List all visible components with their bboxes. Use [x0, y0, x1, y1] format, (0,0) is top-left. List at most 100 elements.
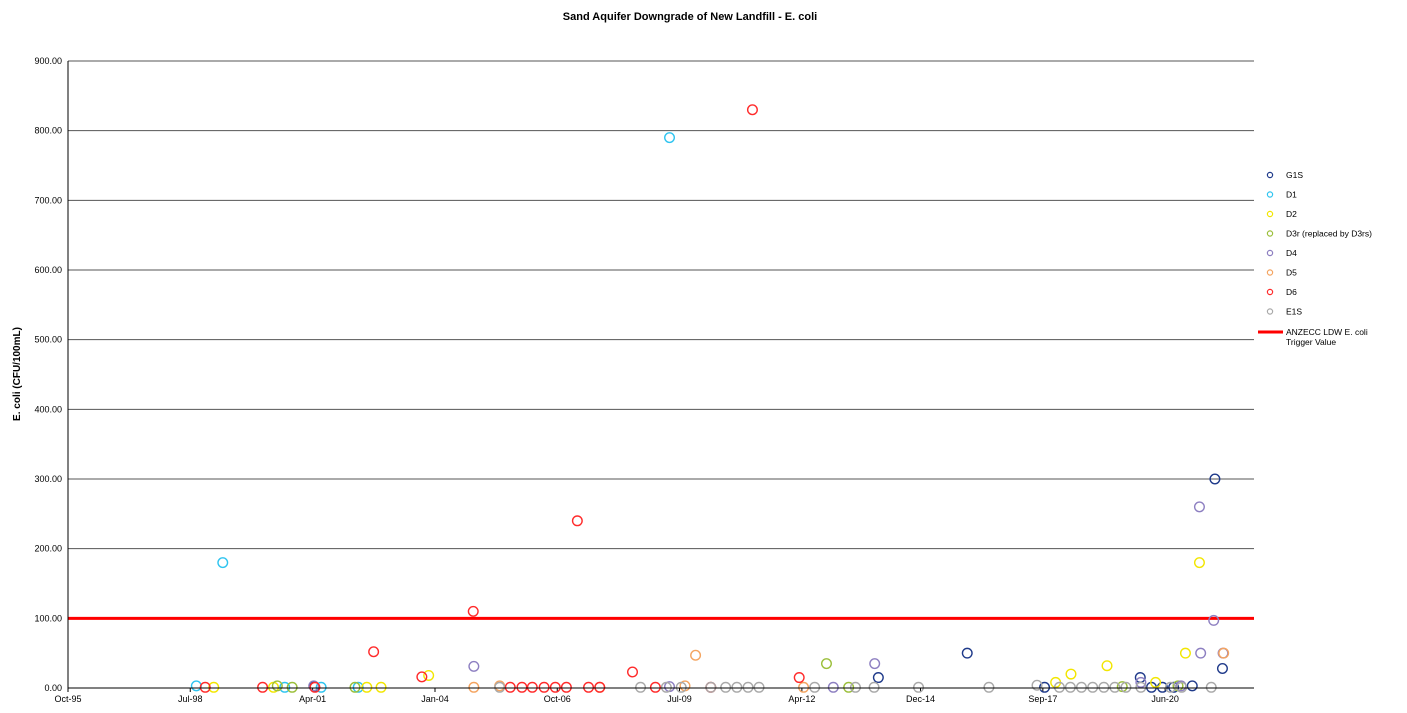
data-point: [368, 646, 380, 658]
series-d3r: [271, 658, 1184, 693]
y-tick-label: 600.00: [34, 265, 62, 275]
data-point: [1168, 681, 1180, 693]
y-axis-ticks: 0.00 100.00 200.00 300.00 400.00 500.00 600.00…: [34, 56, 62, 693]
y-tick-label: 900.00: [34, 56, 62, 66]
data-point: [1101, 660, 1113, 672]
data-point: [868, 681, 880, 693]
legend-label: D4: [1286, 248, 1297, 258]
data-point: [627, 666, 639, 678]
data-point: [1179, 647, 1191, 659]
data-point: [1039, 681, 1051, 693]
gridlines: [68, 60, 1254, 619]
y-tick-label: 500.00: [34, 335, 62, 345]
y-axis-label: E. coli (CFU/100mL): [12, 327, 23, 421]
series-d5: [468, 647, 1230, 693]
data-point: [352, 681, 364, 693]
data-point: [872, 672, 884, 684]
data-point: [257, 681, 269, 693]
legend-marker: [1266, 308, 1274, 315]
data-point: [423, 669, 435, 681]
data-points: [190, 104, 1230, 693]
x-tick-label: Oct-06: [544, 694, 571, 704]
series-e1s: [494, 679, 1217, 693]
data-point: [1218, 647, 1230, 659]
data-point: [349, 681, 361, 693]
legend-marker: [1266, 171, 1274, 179]
data-point: [315, 681, 327, 693]
data-point: [560, 681, 572, 693]
data-point: [1216, 662, 1228, 674]
legend-label: D6: [1286, 287, 1297, 297]
data-point: [199, 681, 211, 693]
data-point: [1087, 681, 1099, 693]
y-tick-label: 300.00: [34, 474, 62, 484]
series-g1s: [308, 473, 1228, 693]
data-point: [798, 681, 810, 693]
data-point: [1209, 473, 1221, 485]
data-point: [571, 515, 583, 527]
data-point: [286, 681, 298, 693]
data-point: [849, 681, 861, 693]
legend-label: D1: [1286, 190, 1297, 200]
data-point: [809, 681, 821, 693]
data-point: [361, 681, 373, 693]
data-point: [516, 681, 528, 693]
chart-title: Sand Aquifer Downgrade of New Landfill -…: [563, 11, 817, 23]
data-point: [705, 681, 717, 693]
data-point: [1064, 681, 1076, 693]
data-point: [504, 681, 516, 693]
x-tick-label: Oct-95: [54, 694, 81, 704]
data-point: [467, 605, 479, 617]
data-point: [1053, 681, 1065, 693]
data-point: [690, 649, 702, 661]
x-tick-label: Apr-12: [788, 694, 815, 704]
data-point: [468, 660, 480, 672]
data-point: [1031, 679, 1043, 691]
y-tick-label: 700.00: [34, 195, 62, 205]
data-point: [416, 671, 428, 683]
data-point: [1164, 681, 1176, 693]
y-tick-label: 0.00: [44, 683, 62, 693]
data-point: [731, 681, 743, 693]
data-point: [308, 680, 320, 692]
legend-label: E1S: [1286, 307, 1302, 317]
legend-marker: [1266, 230, 1274, 237]
legend-label: G1S: [1286, 170, 1303, 180]
legend-marker: [1266, 210, 1274, 218]
data-point: [746, 104, 758, 116]
x-tick-label: Jun-20: [1151, 694, 1179, 704]
data-point: [1135, 676, 1147, 688]
data-point: [664, 132, 676, 144]
data-point: [549, 681, 561, 693]
data-point: [820, 658, 832, 670]
data-point: [375, 681, 387, 693]
data-point: [1065, 668, 1077, 680]
data-point: [843, 681, 855, 693]
data-point: [649, 681, 661, 693]
y-tick-label: 100.00: [34, 613, 62, 623]
data-point: [1075, 681, 1087, 693]
series-d1: [190, 132, 676, 693]
data-point: [660, 681, 672, 693]
data-point: [983, 681, 995, 693]
legend-label: D2: [1286, 209, 1297, 219]
data-point: [1205, 681, 1217, 693]
data-point: [1176, 681, 1188, 693]
data-point: [538, 681, 550, 693]
data-point: [526, 681, 538, 693]
data-point: [635, 681, 647, 693]
data-point: [1098, 681, 1110, 693]
series-d2: [208, 557, 1205, 693]
data-point: [793, 672, 805, 684]
data-point: [309, 681, 321, 693]
legend-label: D5: [1286, 268, 1297, 278]
data-point: [1135, 681, 1147, 693]
data-point: [494, 681, 506, 693]
x-tick-label: Jul-98: [178, 694, 203, 704]
legend-marker: [1266, 269, 1274, 276]
data-point: [1120, 681, 1132, 693]
data-point: [1186, 680, 1198, 692]
data-point: [279, 681, 291, 693]
series-d6: [199, 104, 805, 693]
